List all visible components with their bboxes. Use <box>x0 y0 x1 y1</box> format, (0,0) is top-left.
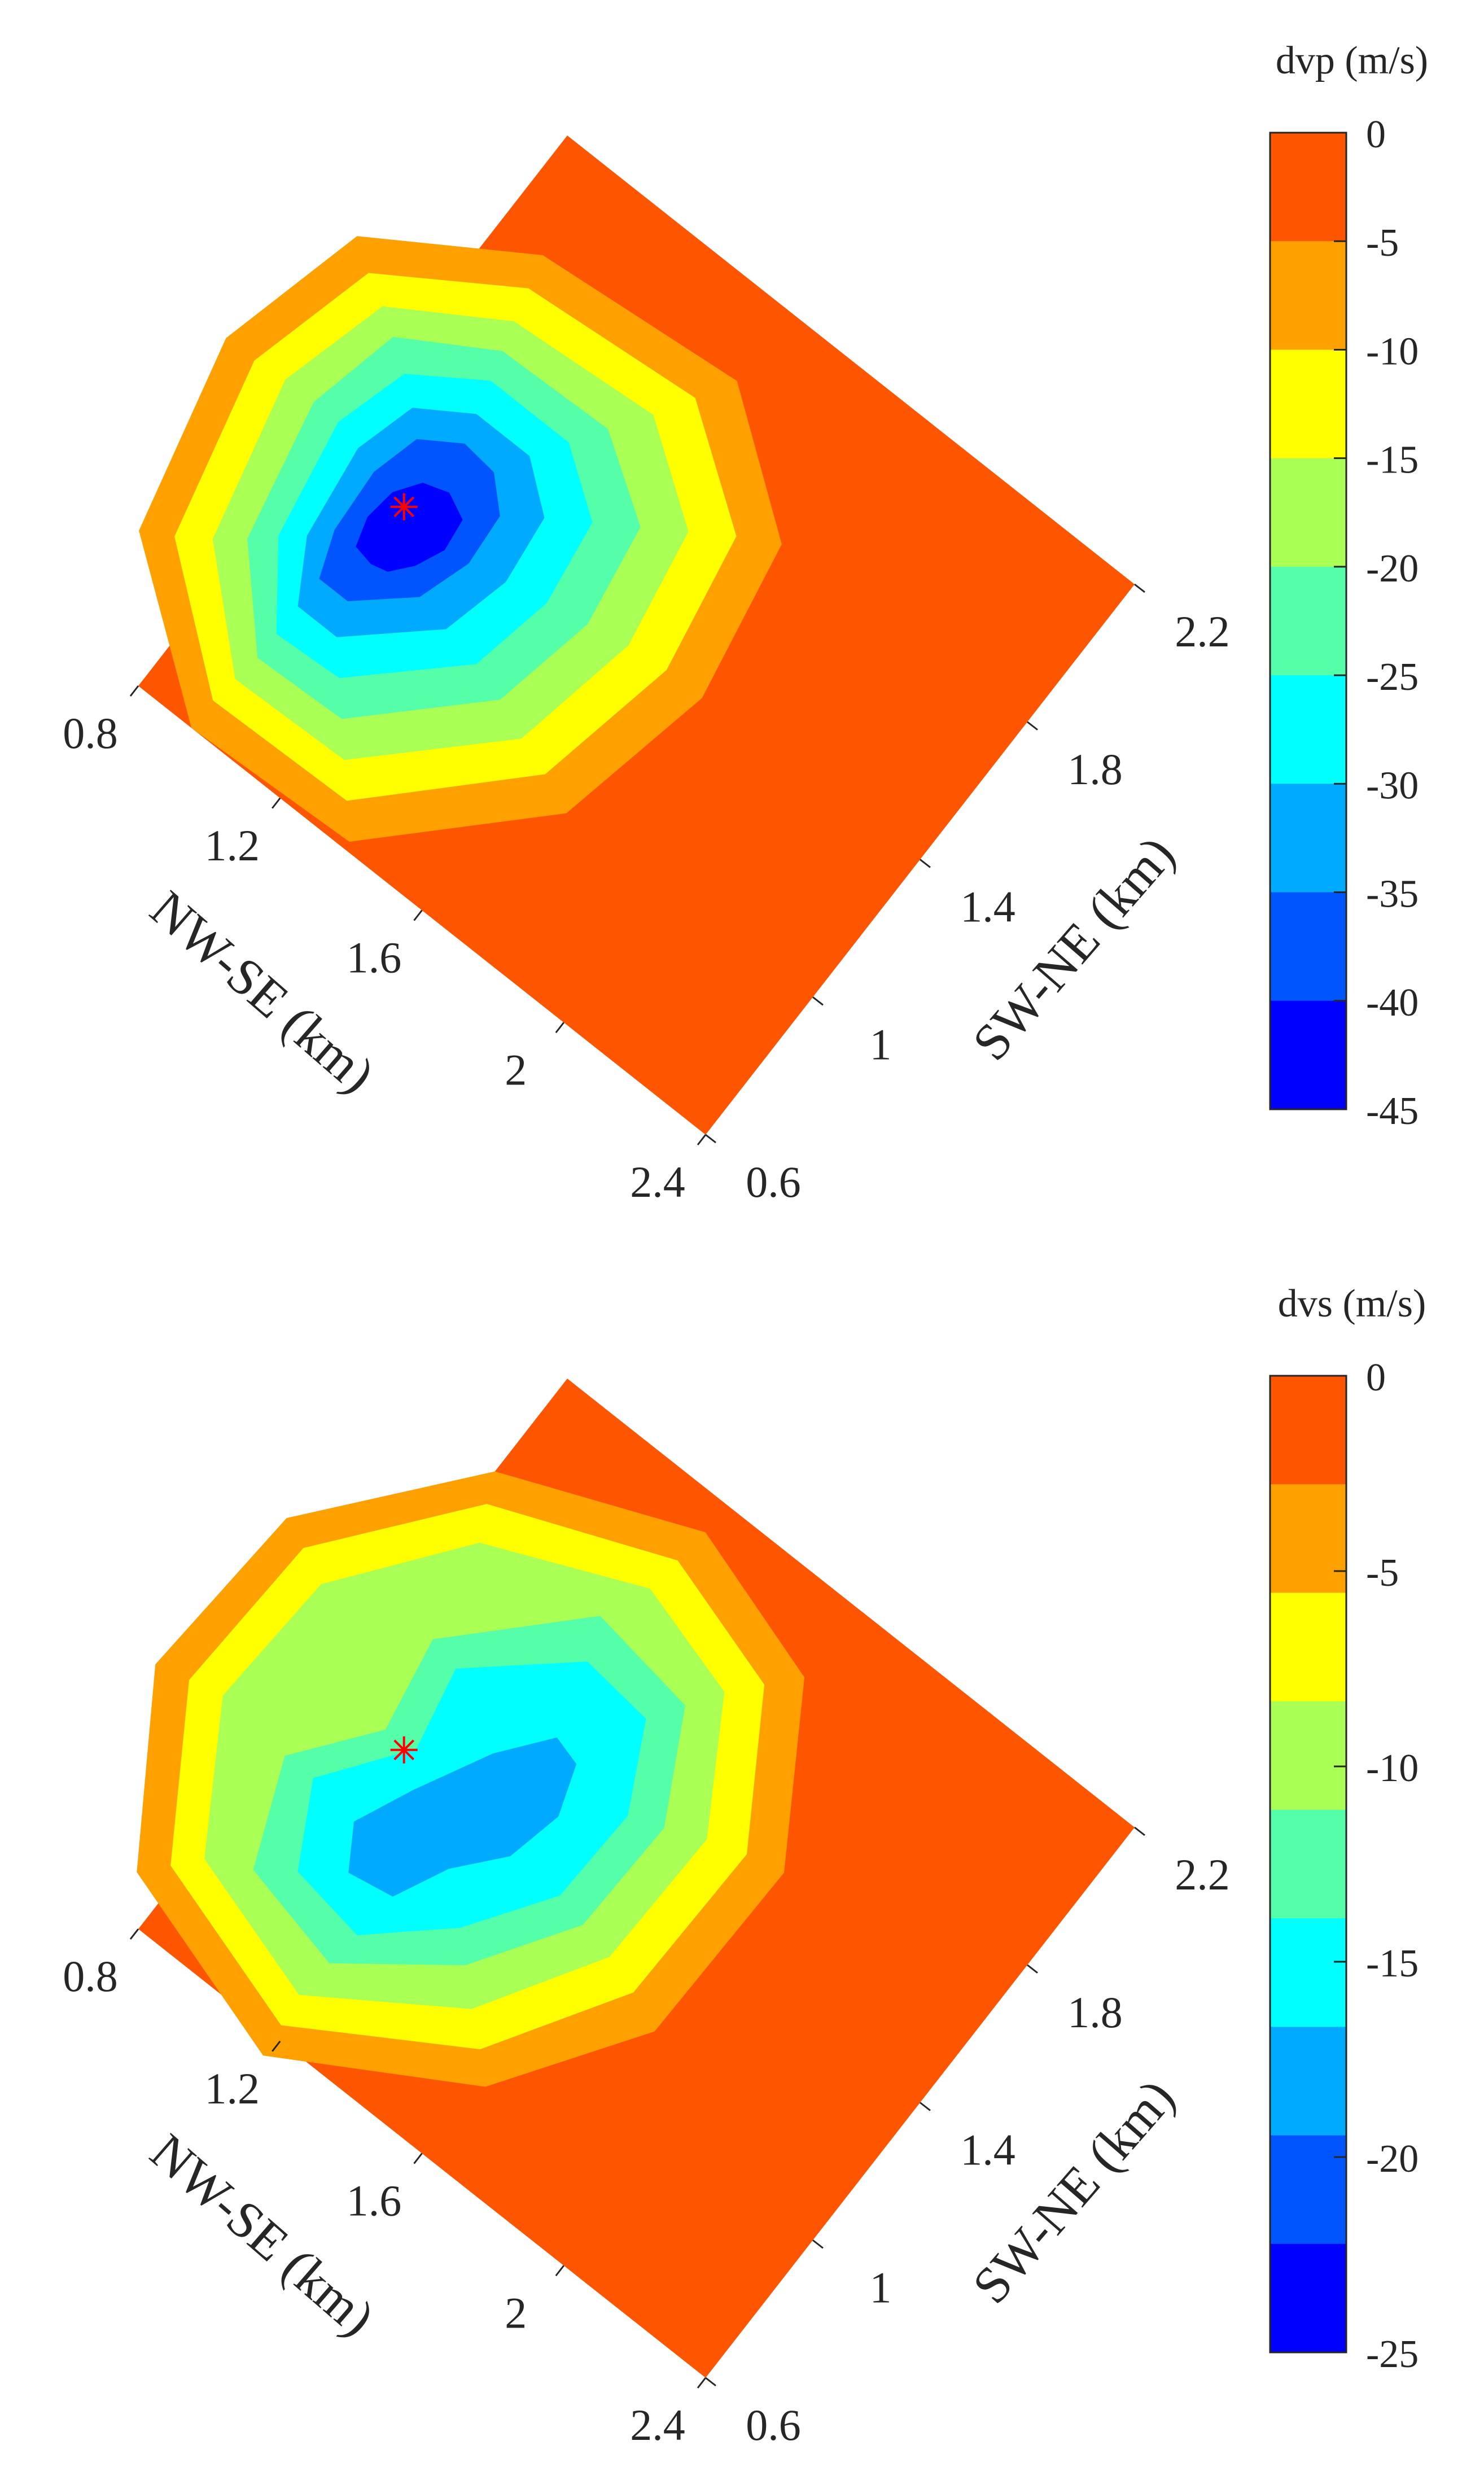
colorbar-band <box>1270 2027 1346 2136</box>
colorbar-frame <box>1269 1375 1347 2354</box>
colorbar-tick-label: -20 <box>1366 2137 1419 2181</box>
dvp-figure: 0.8 1.2 1.6 2 2.4 0.6 1 1.4 1.8 2.2 NW-SE (km) S… <box>63 39 1428 1206</box>
swne-tick-label: 2.2 <box>1175 607 1230 656</box>
colorbar-band <box>1270 1000 1346 1110</box>
colorbar-band <box>1270 2243 1346 2353</box>
colorbar-tick-label: -30 <box>1366 764 1419 807</box>
swne-tick-mark <box>812 2239 824 2249</box>
nwse-tick-label: 2 <box>505 2288 527 2337</box>
swne-axis-label: SW-NE (km) <box>961 2068 1185 2314</box>
colorbar-tick-label: -35 <box>1366 873 1419 916</box>
nwse-tick-mark <box>555 2265 564 2277</box>
nwse-tick-label: 2.4 <box>630 2400 685 2449</box>
colorbar-band <box>1270 2135 1346 2245</box>
colorbar-tick-label: -10 <box>1366 330 1419 373</box>
nwse-tick-mark <box>697 2377 707 2389</box>
swne-tick-label: 1 <box>870 1020 892 1069</box>
swne-tick-mark <box>705 2377 716 2387</box>
colorbar-band <box>1270 784 1346 893</box>
swne-tick-mark <box>1027 1964 1038 1974</box>
colorbar-tick-label: -15 <box>1366 1942 1419 1985</box>
swne-tick-label: 1.8 <box>1067 745 1123 794</box>
swne-tick-label: 0.6 <box>746 2400 801 2449</box>
nwse-tick-mark <box>272 2040 281 2052</box>
swne-tick-mark <box>1134 1826 1145 1836</box>
colorbar-band <box>1270 241 1346 350</box>
nwse-tick-mark <box>413 2153 423 2164</box>
colorbar-tick-label: -15 <box>1366 439 1419 482</box>
nwse-tick-label: 0.8 <box>63 1952 118 2001</box>
swne-tick-mark <box>705 1134 716 1144</box>
swne-tick-label: 1.8 <box>1067 1988 1123 2037</box>
dvs-figure: 0.8 1.2 1.6 2 2.4 0.6 1 1.4 1.8 2.2 NW-SE (km) S… <box>63 1282 1426 2449</box>
swne-tick-label: 1.4 <box>960 2125 1015 2175</box>
colorbar-tick-label: -25 <box>1366 655 1419 699</box>
dvs-panel: 0.8 1.2 1.6 2 2.4 0.6 1 1.4 1.8 2.2 NW-SE (km) S… <box>0 1243 1484 2486</box>
nwse-tick-mark <box>413 909 423 921</box>
colorbar-tick-label: -5 <box>1366 1551 1399 1595</box>
colorbar-band <box>1270 1809 1346 1919</box>
nwse-axis-label: NW-SE (km) <box>140 2123 386 2347</box>
colorbar-tick-label: -40 <box>1366 981 1419 1025</box>
swne-tick-mark <box>920 2102 931 2111</box>
colorbar-title: dvp (m/s) <box>1276 39 1428 82</box>
contour-band-5 <box>348 1737 577 1897</box>
colorbar-band <box>1270 349 1346 459</box>
colorbar-tick-label: -45 <box>1366 1090 1419 1133</box>
nwse-tick-mark <box>555 1022 564 1034</box>
colorbar-band <box>1270 458 1346 567</box>
nwse-tick-mark <box>129 1928 139 1940</box>
colorbar-frame <box>1269 132 1347 1110</box>
colorbar-band <box>1270 1376 1346 1485</box>
nwse-tick-label: 0.8 <box>63 708 118 758</box>
swne-tick-mark <box>812 996 824 1006</box>
colorbar-band <box>1270 675 1346 784</box>
swne-tick-mark <box>1134 583 1145 593</box>
swne-tick-label: 1.4 <box>960 882 1015 931</box>
colorbar-tick-label: -10 <box>1366 1747 1419 1790</box>
swne-tick-label: 0.6 <box>746 1157 801 1206</box>
nwse-tick-mark <box>697 1134 707 1145</box>
colorbar-band <box>1270 892 1346 1001</box>
swne-tick-mark <box>920 859 931 868</box>
colorbar-title: dvs (m/s) <box>1278 1282 1426 1326</box>
colorbar-band <box>1270 566 1346 676</box>
nwse-tick-mark <box>129 685 139 697</box>
colorbar-band <box>1270 133 1346 242</box>
colorbar-tick-label: -5 <box>1366 221 1399 265</box>
swne-tick-label: 2.2 <box>1175 1850 1230 1899</box>
colorbar-band <box>1270 1593 1346 1702</box>
colorbar-tick-label: -25 <box>1366 2333 1419 2376</box>
swne-axis-label: SW-NE (km) <box>961 825 1185 1071</box>
contour-band-7 <box>356 483 463 572</box>
colorbar-band <box>1270 1701 1346 1810</box>
nwse-tick-label: 1.6 <box>347 933 402 982</box>
nwse-tick-label: 1.2 <box>205 821 260 870</box>
colorbar-tick-label: 0 <box>1366 113 1386 156</box>
nwse-axis-label: NW-SE (km) <box>140 880 386 1104</box>
colorbar-band <box>1270 1484 1346 1593</box>
nwse-tick-label: 1.2 <box>205 2064 260 2113</box>
nwse-tick-label: 1.6 <box>347 2176 402 2225</box>
swne-tick-mark <box>1027 721 1038 730</box>
nwse-tick-label: 2.4 <box>630 1157 685 1206</box>
colorbar-band <box>1270 1918 1346 2027</box>
event-marker <box>390 493 418 520</box>
nwse-tick-mark <box>272 797 281 809</box>
colorbar-tick-label: 0 <box>1366 1356 1386 1399</box>
swne-tick-label: 1 <box>870 2263 892 2312</box>
nwse-tick-label: 2 <box>505 1045 527 1094</box>
colorbar-tick-label: -20 <box>1366 547 1419 590</box>
dvp-panel: 0.8 1.2 1.6 2 2.4 0.6 1 1.4 1.8 2.2 NW-SE (km) S… <box>0 0 1484 1243</box>
event-marker <box>390 1736 418 1764</box>
